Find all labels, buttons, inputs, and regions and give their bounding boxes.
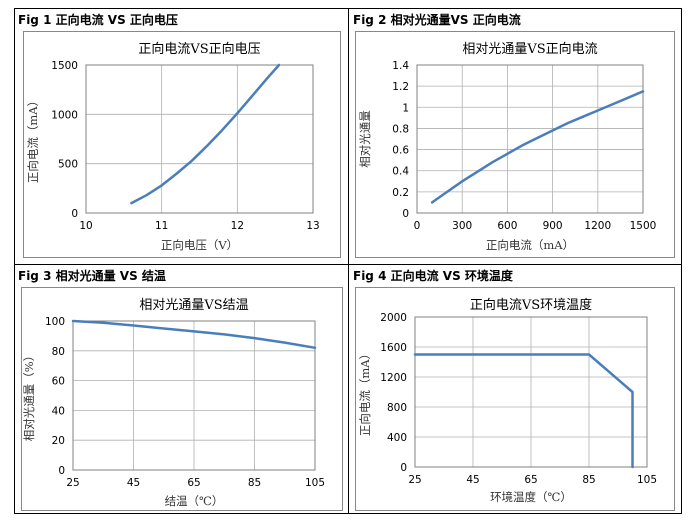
x-tick-label: 85: [248, 477, 261, 489]
chart-area-border: [355, 287, 675, 511]
fig3-header: Fig 3 相对光通量 VS 结温: [18, 269, 166, 283]
y-tick-label: 0.8: [392, 123, 409, 135]
series-line: [130, 63, 281, 205]
x-tick-label: 85: [582, 474, 595, 486]
x-axis-label: 正向电流（mA）: [486, 238, 574, 252]
fig4-header: Fig 4 正向电流 VS 环境温度: [353, 269, 513, 283]
y-tick-label: 1500: [51, 60, 78, 72]
y-tick-label: 0.4: [392, 166, 409, 178]
fig2-chart: 0 300 600 900 1200 1500 0 0.2 0.4 0.6 0.8 1 1.2 1.4 相对…: [355, 31, 675, 258]
x-tick-label: 65: [187, 477, 200, 489]
y-tick-label: 1200: [380, 372, 407, 384]
chart-title: 正向电流VS环境温度: [470, 297, 592, 313]
x-tick-label: 1500: [630, 220, 657, 232]
x-tick-label: 10: [79, 220, 92, 232]
y-tick-label: 1: [402, 102, 409, 114]
series-line: [71, 319, 317, 350]
y-axis-label: 正向电流（mA）: [26, 95, 40, 183]
plot-frame: [416, 64, 644, 214]
y-tick-label: 800: [387, 402, 407, 414]
y-axis-label: 正向电流（mA）: [358, 348, 372, 436]
x-tick-label: 11: [155, 220, 168, 232]
x-tick-label: 45: [466, 474, 479, 486]
fig4-chart: 25 45 65 85 105 0 400 800 1200 1600 2000 正向电流VS环境温度…: [355, 287, 675, 511]
x-tick-label: 12: [231, 220, 244, 232]
y-tick-label: 0.6: [392, 145, 409, 157]
x-tick-label: 0: [414, 220, 421, 232]
chart-area-border: [23, 31, 341, 258]
y-tick-label: 20: [52, 435, 65, 447]
y-axis-label: 相对光通量（%）: [22, 350, 36, 441]
plot-frame: [85, 64, 314, 214]
y-tick-label: 500: [58, 159, 78, 171]
grid-divider-vertical: [348, 8, 349, 514]
y-tick-label: 400: [387, 432, 407, 444]
y-tick-label: 60: [52, 376, 65, 388]
chart-area-border: [21, 287, 343, 511]
y-tick-label: 0.2: [392, 187, 409, 199]
y-tick-label: 1.4: [392, 60, 409, 72]
x-tick-label: 65: [524, 474, 537, 486]
chart-title: 相对光通量VS结温: [139, 298, 248, 313]
fig2-header: Fig 2 相对光通量VS 正向电流: [353, 13, 521, 27]
y-tick-label: 0: [400, 462, 407, 474]
y-tick-label: 80: [52, 346, 65, 358]
chart-title: 相对光通量VS正向电流: [462, 41, 597, 57]
x-tick-label: 25: [408, 474, 421, 486]
x-tick-label: 105: [637, 474, 657, 486]
grid-divider-horizontal: [14, 264, 682, 265]
y-tick-label: 1.2: [392, 81, 409, 93]
x-tick-label: 25: [66, 477, 79, 489]
y-tick-label: 2000: [380, 312, 407, 324]
y-axis-label: 相对光通量: [358, 110, 372, 168]
plot-frame: [72, 320, 316, 471]
series-line: [413, 353, 634, 469]
x-axis-label: 结温（℃）: [165, 494, 224, 508]
x-tick-label: 105: [305, 477, 325, 489]
x-tick-label: 13: [306, 220, 319, 232]
chart-area-border: [355, 31, 675, 258]
x-axis-label: 环境温度（℃）: [490, 490, 572, 504]
x-tick-label: 600: [497, 220, 517, 232]
y-tick-label: 1000: [51, 109, 78, 121]
series-line: [430, 90, 645, 204]
y-tick-label: 0: [71, 208, 78, 220]
y-tick-label: 40: [52, 405, 65, 417]
y-tick-label: 0: [402, 208, 409, 220]
x-axis-label: 正向电压（V）: [161, 238, 238, 252]
y-tick-label: 100: [45, 316, 65, 328]
fig1-header: Fig 1 正向电流 VS 正向电压: [18, 13, 178, 27]
chart-title: 正向电流VS正向电压: [138, 41, 260, 57]
y-tick-label: 0: [58, 465, 65, 477]
x-tick-label: 45: [127, 477, 140, 489]
x-tick-label: 300: [452, 220, 472, 232]
x-tick-label: 1200: [584, 220, 611, 232]
x-tick-label: 900: [543, 220, 563, 232]
y-tick-label: 1600: [380, 342, 407, 354]
plot-frame: [414, 316, 648, 468]
